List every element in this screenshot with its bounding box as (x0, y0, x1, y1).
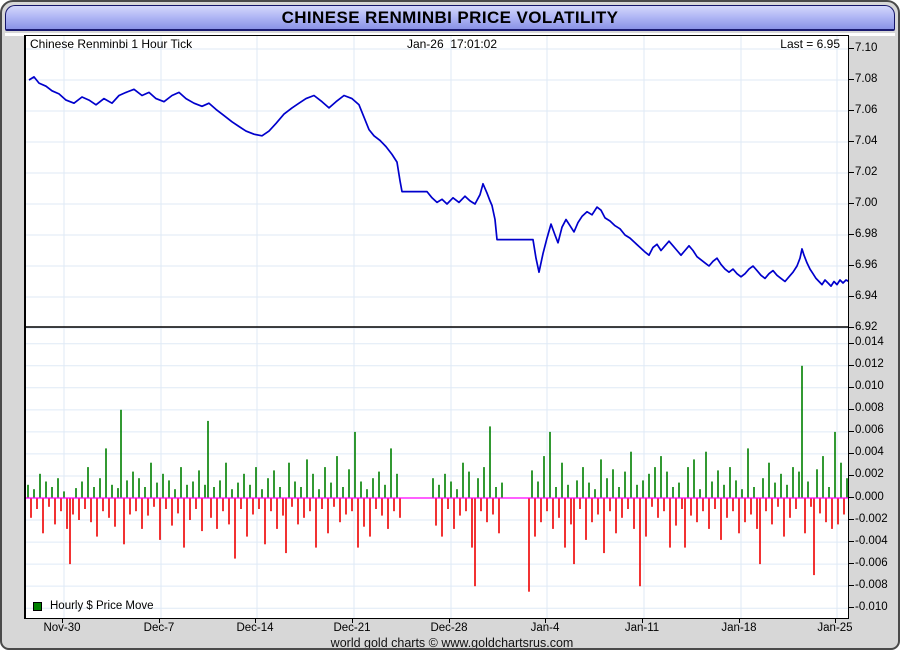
legend-swatch (33, 601, 42, 611)
y-tick-mark (849, 519, 854, 521)
y-tick-mark (849, 141, 854, 142)
legend: Hourly $ Price Move (33, 600, 154, 612)
x-axis-tick-label: Dec-7 (143, 622, 175, 634)
y-axis-tick-label: 0.004 (855, 446, 884, 459)
y-axis-tick-label: -0.008 (855, 578, 888, 591)
y-axis-tick-label: 7.02 (855, 165, 878, 178)
y-tick-mark (849, 585, 854, 587)
x-tick-mark (352, 619, 353, 623)
y-axis-tick-label: 0.012 (855, 358, 884, 371)
x-axis-tick-label: Jan-18 (721, 622, 757, 634)
y-axis-tick-label: 7.08 (855, 72, 878, 85)
x-axis-tick-label: Jan-25 (817, 622, 853, 634)
x-tick-mark (739, 619, 740, 623)
x-tick-mark (449, 619, 450, 623)
chart-canvas (26, 36, 848, 618)
y-tick-mark (849, 452, 854, 454)
titlebar: CHINESE RENMINBI PRICE VOLATILITY (5, 5, 895, 31)
y-tick-mark (849, 203, 854, 204)
y-tick-mark (849, 541, 854, 543)
y-axis-tick-label: 0.008 (855, 402, 884, 415)
x-axis-tick-label: Jan-4 (530, 622, 560, 634)
x-axis-tick-label: Dec-28 (430, 622, 468, 634)
y-axis-tick-label: 6.94 (855, 289, 878, 302)
y-tick-mark (849, 327, 854, 328)
y-tick-mark (849, 296, 854, 297)
titlebar-separator (5, 33, 895, 36)
last-price-label: Last = 6.95 (780, 37, 840, 51)
x-axis-tick-label: Dec-14 (236, 622, 274, 634)
y-tick-mark (849, 563, 854, 565)
y-axis-tick-label: 7.10 (855, 41, 878, 54)
y-tick-mark (849, 234, 854, 235)
y-axis-tick-label: -0.002 (855, 512, 888, 525)
y-axis-tick-label: 6.96 (855, 258, 878, 271)
chart-timestamp: Jan-26 17:01:02 (406, 37, 498, 51)
y-axis-tick-label: 0.002 (855, 468, 884, 481)
y-tick-mark (849, 48, 854, 49)
y-axis-tick-label: 6.98 (855, 227, 878, 240)
x-tick-mark (835, 619, 836, 623)
y-tick-mark (849, 342, 854, 344)
x-axis-tick-label: Dec-21 (333, 622, 371, 634)
y-tick-mark (849, 497, 854, 498)
y-axis-tick-label: -0.010 (855, 600, 888, 613)
legend-label: Hourly $ Price Move (50, 600, 154, 612)
y-tick-mark (849, 364, 854, 366)
chart-frame (24, 35, 849, 619)
y-tick-mark (849, 607, 854, 609)
y-axis-tick-label: 0.000 (855, 490, 884, 503)
window-title: CHINESE RENMINBI PRICE VOLATILITY (281, 8, 619, 27)
x-tick-mark (545, 619, 546, 623)
x-tick-mark (642, 619, 643, 623)
y-tick-mark (849, 386, 854, 388)
y-axis-tick-label: 6.92 (855, 320, 878, 333)
y-axis-tick-label: 7.06 (855, 103, 878, 116)
y-axis-tick-label: 7.04 (855, 134, 878, 147)
x-tick-mark (62, 619, 63, 623)
y-tick-mark (849, 430, 854, 432)
y-axis-tick-label: 0.010 (855, 380, 884, 393)
y-axis-tick-label: -0.006 (855, 556, 888, 569)
x-axis-tick-label: Nov-30 (43, 622, 81, 634)
x-axis-tick-label: Jan-11 (624, 622, 660, 634)
y-tick-mark (849, 172, 854, 173)
y-tick-mark (849, 110, 854, 111)
y-tick-mark (849, 408, 854, 410)
footer-credit: world gold charts © www.goldchartsrus.co… (330, 636, 574, 650)
series-title: Chinese Renminbi 1 Hour Tick (30, 37, 193, 51)
y-tick-mark (849, 474, 854, 476)
y-axis-tick-label: -0.004 (855, 534, 888, 547)
x-tick-mark (255, 619, 256, 623)
y-axis-tick-label: 0.014 (855, 336, 884, 349)
x-tick-mark (159, 619, 160, 623)
y-axis-tick-label: 7.00 (855, 196, 878, 209)
y-tick-mark (849, 265, 854, 266)
y-tick-mark (849, 79, 854, 80)
y-axis-tick-label: 0.006 (855, 424, 884, 437)
